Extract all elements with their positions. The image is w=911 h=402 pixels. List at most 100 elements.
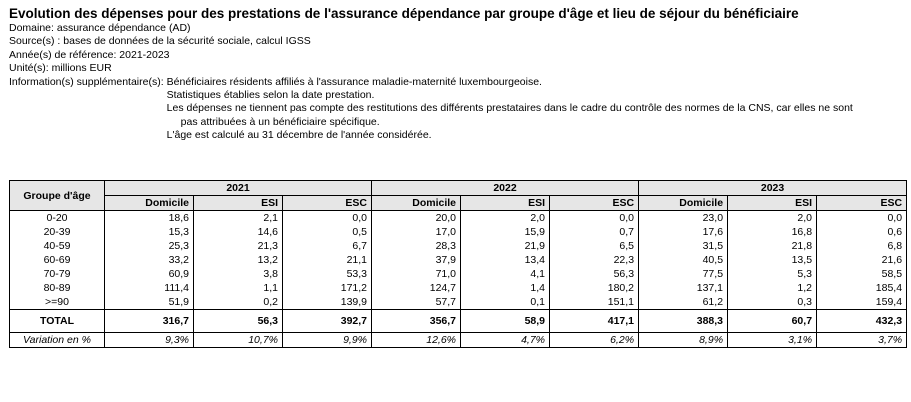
row-label: 20-39 (9, 225, 105, 239)
table-cell: 0,0 (549, 210, 640, 225)
table-cell: 77,5 (638, 267, 729, 281)
table-cell: 0,0 (816, 210, 908, 225)
table-cell: 124,7 (371, 281, 462, 295)
table-cell: 180,2 (549, 281, 640, 295)
table-cell: 356,7 (371, 309, 462, 333)
subheader-domicile: Domicile (371, 195, 462, 211)
table-cell: 61,2 (638, 295, 729, 310)
table-cell: 4,1 (460, 267, 551, 281)
table-row: 60-69 33,2 13,2 21,1 37,9 13,4 22,3 40,5 13,5 21,… (9, 253, 908, 267)
table-cell: 16,8 (727, 225, 818, 239)
table-cell: 0,2 (193, 295, 283, 310)
meta-info-label: Information(s) supplémentaire(s): (9, 75, 164, 88)
table-cell: 1,4 (460, 281, 551, 295)
table-cell: 71,0 (371, 267, 462, 281)
table-cell: 10,7% (193, 332, 283, 348)
document: Evolution des dépenses pour des prestati… (0, 0, 911, 348)
table-row: 70-79 60,9 3,8 53,3 71,0 4,1 56,3 77,5 5,3 58,5 (9, 267, 908, 281)
table-cell: 432,3 (816, 309, 908, 333)
table-cell: 18,6 (104, 210, 194, 225)
table-cell: 15,3 (104, 225, 194, 239)
table-cell: 17,6 (638, 225, 729, 239)
table-cell: 151,1 (549, 295, 640, 310)
table-cell: 388,3 (638, 309, 729, 333)
row-label: Variation en % (9, 332, 105, 348)
table-cell: 60,9 (104, 267, 194, 281)
table-cell: 21,8 (727, 239, 818, 253)
table-cell: 185,4 (816, 281, 908, 295)
table-cell: 58,9 (460, 309, 551, 333)
group-header: Groupe d'âge (9, 180, 105, 211)
table-cell: 139,9 (281, 295, 373, 310)
subheader-esc: ESC (816, 195, 908, 211)
table-row: 20-39 15,3 14,6 0,5 17,0 15,9 0,7 17,6 16,8 0,6 (9, 225, 908, 239)
table-cell: 0,6 (816, 225, 908, 239)
info-line: pas attribuées à un bénéficiaire spécifi… (180, 115, 380, 128)
table-body: 0-20 18,6 2,1 0,0 20,0 2,0 0,0 23,0 2,0 0,0 20-39 1… (9, 210, 908, 310)
row-label: >=90 (9, 295, 105, 310)
table-cell: 17,0 (371, 225, 462, 239)
table-cell: 28,3 (371, 239, 462, 253)
table-cell: 1,1 (193, 281, 283, 295)
table-cell: 1,2 (727, 281, 818, 295)
table-cell: 37,9 (371, 253, 462, 267)
table-cell: 21,9 (460, 239, 551, 253)
table-cell: 3,1% (727, 332, 818, 348)
table-cell: 159,4 (816, 295, 908, 310)
table-cell: 6,8 (816, 239, 908, 253)
table-cell: 137,1 (638, 281, 729, 295)
table-cell: 9,9% (281, 332, 373, 348)
table-cell: 23,0 (638, 210, 729, 225)
row-label: TOTAL (9, 309, 105, 333)
meta-annees: Année(s) de référence: 2021-2023 (9, 48, 170, 61)
table-cell: 40,5 (638, 253, 729, 267)
table-cell: 51,9 (104, 295, 194, 310)
table-row: 80-89 111,4 1,1 171,2 124,7 1,4 180,2 137,1 1,2 1… (9, 281, 908, 295)
table-cell: 2,0 (460, 210, 551, 225)
info-line: L'âge est calculé au 31 décembre de l'an… (166, 129, 432, 142)
year-header: 2021 (103, 180, 373, 196)
table-cell: 3,7% (816, 332, 908, 348)
meta-info-lines: Bénéficiaires résidents affiliés à l'ass… (167, 76, 853, 143)
year-header: 2022 (371, 180, 640, 196)
subheader-esi: ESI (460, 195, 551, 211)
info-line: Les dépenses ne tiennent pas compte des … (166, 102, 853, 115)
table-cell: 56,3 (549, 267, 640, 281)
row-label: 70-79 (9, 267, 105, 281)
meta-sources: Source(s) : bases de données de la sécur… (9, 35, 311, 48)
table-cell: 22,3 (549, 253, 640, 267)
table-cell: 57,7 (371, 295, 462, 310)
table-cell: 58,5 (816, 267, 908, 281)
table-cell: 0,5 (281, 225, 373, 239)
subheader-domicile: Domicile (638, 195, 729, 211)
table-cell: 316,7 (104, 309, 194, 333)
table-cell: 13,5 (727, 253, 818, 267)
table-row: 40-59 25,3 21,3 6,7 28,3 21,9 6,5 31,5 21,8 6,8 (9, 239, 908, 253)
table-cell: 13,4 (460, 253, 551, 267)
table-cell: 171,2 (281, 281, 373, 295)
table-cell: 53,3 (281, 267, 373, 281)
subheader-esi: ESI (193, 195, 283, 211)
table-cell: 13,2 (193, 253, 283, 267)
table-row: >=90 51,9 0,2 139,9 57,7 0,1 151,1 61,2 0,3 159,4 (9, 295, 908, 310)
variation-row: Variation en % 9,3% 10,7% 9,9% 12,6% 4,7% 6,2%… (9, 332, 908, 348)
table-cell: 2,0 (727, 210, 818, 225)
info-line: Bénéficiaires résidents affiliés à l'ass… (166, 75, 542, 88)
subheader-esc: ESC (549, 195, 640, 211)
data-table: Groupe d'âge 2021 2022 2023 Domicile ESI… (9, 180, 908, 348)
table-cell: 392,7 (281, 309, 373, 333)
table-cell: 21,6 (816, 253, 908, 267)
table-cell: 20,0 (371, 210, 462, 225)
row-label: 80-89 (9, 281, 105, 295)
table-cell: 111,4 (104, 281, 194, 295)
table-cell: 6,7 (281, 239, 373, 253)
subheader-esi: ESI (727, 195, 818, 211)
subheader-esc: ESC (281, 195, 373, 211)
meta-domaine: Domaine: assurance dépendance (AD) (9, 22, 191, 34)
table-cell: 8,9% (638, 332, 729, 348)
table-row: 0-20 18,6 2,1 0,0 20,0 2,0 0,0 23,0 2,0 0,0 (9, 210, 908, 225)
row-label: 40-59 (9, 239, 105, 253)
table-cell: 4,7% (460, 332, 551, 348)
table-cell: 21,1 (281, 253, 373, 267)
table-cell: 15,9 (460, 225, 551, 239)
